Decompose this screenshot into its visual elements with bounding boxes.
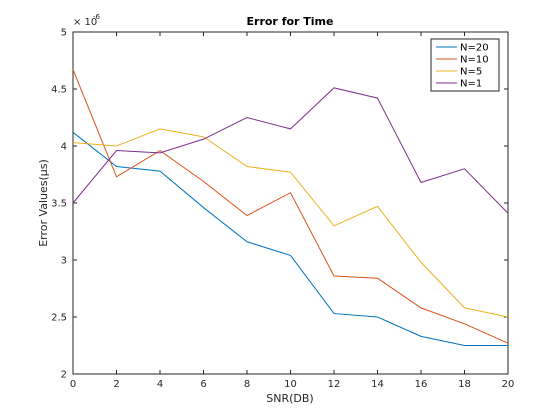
legend-box: [430, 38, 500, 92]
y-tick-label-4: 4: [61, 142, 67, 153]
legend: N=20N=10N=5N=1: [430, 38, 500, 92]
x-tick-label-0: 0: [70, 379, 76, 390]
x-tick-labels: 0 2 4 6 8 10 12 14 16 18 20: [70, 379, 515, 390]
x-tick-label-9: 18: [458, 379, 471, 390]
series-line-n-10: [72, 69, 509, 344]
x-tick-label-8: 16: [415, 379, 428, 390]
legend-entry-n-10: N=10: [460, 55, 489, 66]
x-tick-label-1: 2: [113, 379, 119, 390]
y-tick-label-2: 3: [61, 256, 67, 267]
legend-entry-n-1: N=1: [460, 79, 482, 90]
y-axis-exponent-power: -6: [93, 13, 101, 21]
x-tick-label-10: 20: [502, 379, 515, 390]
series-lines: [72, 69, 509, 346]
series-line-n-20: [72, 131, 508, 346]
y-tick-label-3: 3.5: [51, 199, 67, 210]
x-tick-label-4: 8: [244, 379, 250, 390]
legend-entry-n-5: N=5: [460, 67, 482, 78]
x-axis-label: SNR(DB): [266, 392, 313, 405]
y-tick-label-1: 2.5: [51, 313, 67, 324]
y-axis-exponent-base: × 10: [73, 17, 97, 28]
chart-title: Error for Time: [247, 15, 334, 28]
y-tick-label-0: 2: [61, 370, 67, 381]
x-tick-label-7: 14: [371, 379, 384, 390]
x-tick-label-2: 4: [157, 379, 163, 390]
legend-entry-n-20: N=20: [460, 43, 489, 54]
series-line-n-1: [72, 87, 509, 214]
series-line-n-5: [72, 128, 509, 318]
x-tick-label-6: 12: [328, 379, 341, 390]
x-tick-label-3: 6: [200, 379, 206, 390]
y-axis-label: Error Values(μs): [37, 159, 50, 247]
axis-ticks: [72, 31, 509, 375]
y-tick-label-6: 5: [61, 28, 67, 39]
y-tick-labels: 2 2.5 3 3.5 4 4.5 5: [51, 28, 67, 381]
y-tick-label-5: 4.5: [51, 85, 67, 96]
x-tick-label-5: 10: [284, 379, 297, 390]
